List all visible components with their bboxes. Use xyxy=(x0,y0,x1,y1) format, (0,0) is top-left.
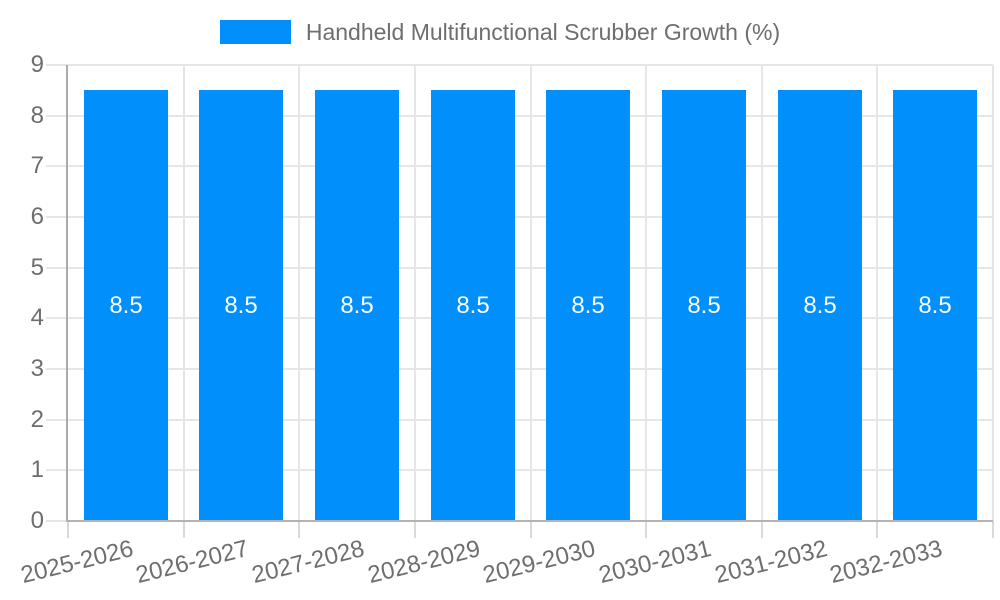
bar-value-label: 8.5 xyxy=(456,292,490,319)
gridline-v xyxy=(183,65,185,521)
bar-value-label: 8.5 xyxy=(109,292,143,319)
gridline-h xyxy=(46,469,993,471)
x-axis-tick-icon xyxy=(183,521,185,538)
bar-value-label: 8.5 xyxy=(571,292,605,319)
legend-item[interactable]: Handheld Multifunctional Scrubber Growth… xyxy=(219,18,781,46)
legend: Handheld Multifunctional Scrubber Growth… xyxy=(0,14,1000,50)
gridline-h xyxy=(46,216,993,218)
y-tick-label: 1 xyxy=(30,456,44,483)
x-tick-label: 2028-2029 xyxy=(365,535,484,589)
x-tick-label: 2025-2026 xyxy=(18,535,137,589)
gridline-h xyxy=(46,419,993,421)
gridline-h xyxy=(46,368,993,370)
y-tick-label: 0 xyxy=(30,507,44,534)
y-tick-label: 9 xyxy=(30,51,44,78)
bar-value-label: 8.5 xyxy=(687,292,721,319)
gridline-h xyxy=(46,267,993,269)
x-axis-tick-icon xyxy=(761,521,763,538)
x-tick-label: 2027-2028 xyxy=(249,535,368,589)
x-tick-label: 2031-2032 xyxy=(712,535,831,589)
bar-value-label: 8.5 xyxy=(224,292,258,319)
x-axis-tick-icon xyxy=(645,521,647,538)
gridline-v xyxy=(992,65,994,521)
gridline-v xyxy=(645,65,647,521)
y-tick-label: 8 xyxy=(30,102,44,129)
x-axis-tick-icon xyxy=(876,521,878,538)
x-tick-label: 2029-2030 xyxy=(480,535,599,589)
bar-value-label: 8.5 xyxy=(918,292,952,319)
x-tick-label: 2030-2031 xyxy=(596,535,715,589)
bar: 8.5 xyxy=(315,90,399,521)
legend-label: Handheld Multifunctional Scrubber Growth… xyxy=(305,18,781,45)
gridline-h xyxy=(46,64,993,66)
x-axis-tick-icon xyxy=(67,521,69,538)
legend-swatch-icon xyxy=(219,20,291,44)
bar: 8.5 xyxy=(778,90,862,521)
bar: 8.5 xyxy=(199,90,283,521)
gridline-h xyxy=(46,317,993,319)
bar: 8.5 xyxy=(893,90,977,521)
x-axis-tick-icon xyxy=(414,521,416,538)
bar: 8.5 xyxy=(546,90,630,521)
x-axis-tick-icon xyxy=(530,521,532,538)
y-axis-line xyxy=(66,65,68,521)
bar-value-label: 8.5 xyxy=(340,292,374,319)
x-tick-label: 2032-2033 xyxy=(827,535,946,589)
x-axis-tick-icon xyxy=(298,521,300,538)
gridline-v xyxy=(761,65,763,521)
bar: 8.5 xyxy=(431,90,515,521)
y-tick-label: 4 xyxy=(30,304,44,331)
bar: 8.5 xyxy=(84,90,168,521)
gridline-v xyxy=(530,65,532,521)
gridline-v xyxy=(414,65,416,521)
y-tick-label: 5 xyxy=(30,254,44,281)
bar-value-label: 8.5 xyxy=(803,292,837,319)
bar: 8.5 xyxy=(662,90,746,521)
y-tick-label: 3 xyxy=(30,355,44,382)
gridline-v xyxy=(298,65,300,521)
x-axis-tick-icon xyxy=(992,521,994,538)
gridline-h xyxy=(46,165,993,167)
gridline-v xyxy=(876,65,878,521)
x-axis-line xyxy=(66,520,993,522)
gridline-h xyxy=(46,115,993,117)
y-tick-label: 7 xyxy=(30,152,44,179)
y-tick-label: 6 xyxy=(30,203,44,230)
x-tick-label: 2026-2027 xyxy=(133,535,252,589)
y-tick-label: 2 xyxy=(30,406,44,433)
